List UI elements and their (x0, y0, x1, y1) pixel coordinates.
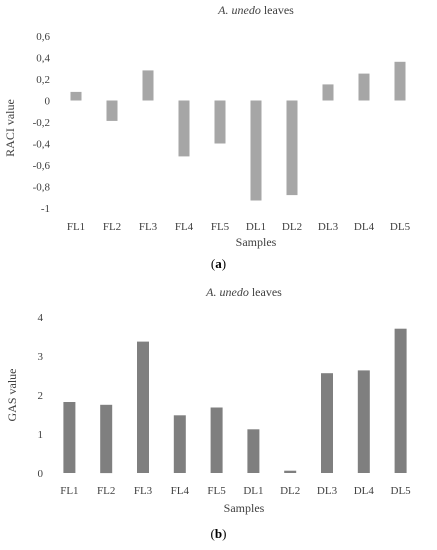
y-tick-label: -0,4 (33, 139, 51, 151)
caption-letter: b (214, 526, 223, 541)
x-tick-label: DL4 (354, 221, 375, 233)
bar-dl5 (394, 328, 407, 473)
chart-title-italic: A. unedo (205, 285, 249, 299)
y-tick-label: 0 (38, 468, 44, 480)
y-tick-label: 0,6 (36, 31, 50, 43)
y-tick-label: 1 (38, 429, 44, 441)
bar-series (63, 328, 407, 474)
x-tick-label: DL5 (391, 485, 412, 497)
x-tick-label: FL1 (60, 485, 78, 497)
chart-title-italic: A. unedo (217, 3, 261, 17)
bar-dl1 (250, 100, 262, 201)
bar-dl3 (322, 84, 334, 101)
x-axis-label: Samples (224, 501, 265, 515)
chart-title: A. unedo leaves (205, 285, 282, 299)
bar-fl4 (173, 415, 186, 473)
x-tick-label: DL5 (390, 221, 411, 233)
bar-fl2 (106, 100, 118, 121)
bar-fl5 (210, 407, 223, 473)
y-tick-label: 0,4 (36, 53, 50, 65)
y-tick-label: 3 (38, 351, 44, 363)
figure-caption-b: (b) (210, 526, 227, 541)
bar-fl4 (178, 100, 190, 157)
x-tick-label: FL2 (97, 485, 115, 497)
x-axis-ticks: FL1 FL2 FL3 FL4 FL5 DL1 DL2 DL3 DL4 DL5 (60, 485, 411, 497)
bar-fl2 (100, 404, 113, 474)
y-tick-label: -1 (41, 203, 50, 215)
chart-panel-a: A. unedo leaves 0,6 0,4 0,2 0 -0,2 -0,4 -0,6 -0… (3, 3, 411, 271)
bar-dl2 (286, 100, 298, 196)
bar-fl3 (142, 70, 154, 101)
gas-bar-chart: A. unedo leaves 4 3 2 1 0 FL1 FL2 FL3 FL4 FL5 DL1… (5, 285, 411, 515)
y-axis-ticks: 0,6 0,4 0,2 0 -0,2 -0,4 -0,6 -0,8 -1 (33, 31, 51, 215)
y-tick-label: 0,2 (36, 74, 50, 86)
y-tick-label: 4 (38, 312, 44, 324)
chart-panel-b: A. unedo leaves 4 3 2 1 0 FL1 FL2 FL3 FL4 FL5 DL1… (0, 280, 437, 550)
raci-bar-chart: A. unedo leaves 0,6 0,4 0,2 0 -0,2 -0,4 -0,6 -0… (3, 3, 411, 249)
x-axis-ticks: FL1 FL2 FL3 FL4 FL5 DL1 DL2 DL3 DL4 DL5 (67, 221, 411, 233)
x-tick-label: FL4 (175, 221, 194, 233)
x-tick-label: DL4 (354, 485, 375, 497)
x-axis-label: Samples (236, 235, 277, 249)
x-tick-label: FL4 (171, 485, 190, 497)
bar-fl5 (214, 100, 226, 144)
bar-fl1 (70, 91, 82, 101)
y-tick-label: -0,2 (33, 117, 50, 129)
bar-dl2 (284, 470, 297, 473)
x-tick-label: DL1 (243, 485, 263, 497)
chart-title-rest: leaves (249, 285, 282, 299)
bar-series (70, 61, 406, 201)
bar-fl3 (137, 341, 149, 473)
x-tick-label: FL5 (211, 221, 230, 233)
x-tick-label: FL3 (139, 221, 158, 233)
y-tick-label: -0,8 (33, 182, 51, 194)
y-tick-label: 2 (38, 390, 44, 402)
bar-dl4 (358, 73, 370, 101)
caption-letter: a (215, 256, 222, 271)
bar-dl1 (247, 429, 260, 473)
x-tick-label: DL3 (317, 485, 338, 497)
bar-dl3 (321, 373, 333, 473)
bar-dl4 (357, 370, 370, 473)
y-axis-ticks: 4 3 2 1 0 (38, 312, 44, 480)
x-tick-label: DL3 (318, 221, 339, 233)
bar-dl5 (394, 61, 406, 101)
y-axis-label: RACI value (3, 99, 17, 157)
y-tick-label: 0 (45, 96, 51, 108)
x-tick-label: FL1 (67, 221, 85, 233)
chart-title-rest: leaves (261, 3, 294, 17)
y-axis-label: GAS value (5, 369, 19, 422)
x-tick-label: FL5 (207, 485, 226, 497)
chart-title: A. unedo leaves (217, 3, 294, 17)
figure-caption-a: (a) (210, 256, 227, 271)
bar-fl1 (63, 402, 76, 473)
x-tick-label: DL2 (280, 485, 300, 497)
x-tick-label: DL2 (282, 221, 302, 233)
x-tick-label: DL1 (246, 221, 266, 233)
x-tick-label: FL2 (103, 221, 121, 233)
y-tick-label: -0,6 (33, 160, 51, 172)
x-tick-label: FL3 (134, 485, 153, 497)
